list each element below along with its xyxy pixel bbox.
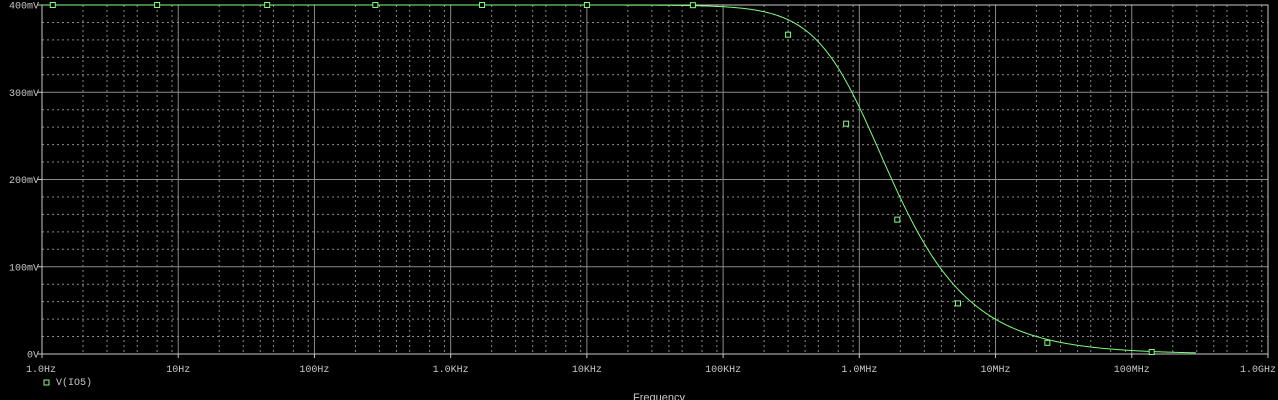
x-tick-label: 1.0GHz [1240,365,1276,376]
y-tick-label: 0V [27,351,39,362]
x-axis-title: Frequency [633,392,685,400]
data-point-marker [479,2,486,8]
data-point-marker [1148,348,1155,355]
y-tick-label: 300mV [9,89,39,100]
x-tick-label: 1.0Hz [26,365,56,376]
y-tick-label: 100mV [9,263,39,274]
data-point-marker [583,2,590,8]
x-tick-label: 100MHz [1114,365,1150,376]
data-point-marker [49,2,56,8]
data-point-marker [1044,339,1051,346]
x-tick-label: 100KHz [705,365,741,376]
data-point-marker [372,2,379,8]
x-tick-label: 1.0KHz [433,365,469,376]
data-point-marker [894,216,901,223]
legend: V(IO5) [43,377,92,389]
legend-marker [43,379,50,386]
data-point-marker [954,300,961,307]
data-point-marker [264,2,271,8]
y-tick-label: 400mV [9,2,39,13]
data-point-marker [154,2,161,8]
x-tick-label: 10Hz [166,365,190,376]
y-tick-label: 200mV [9,176,39,187]
grid-lines [42,5,1268,354]
legend-entry: V(IO5) [56,377,92,389]
x-tick-label: 10MHz [981,365,1011,376]
x-tick-label: 1.0MHz [841,365,877,376]
y-axis: 0V 100mV 200mV 300mV 400mV [9,2,42,362]
data-point-marker [785,31,792,38]
x-tick-label: 10KHz [572,365,602,376]
series-line-v-io5 [42,4,1196,354]
x-axis: 1.0Hz 10Hz 100Hz 1.0KHz 10KHz 100KHz 1.0MHz 10M… [26,354,1276,376]
series-markers [49,2,1155,355]
x-tick-label: 100Hz [299,365,329,376]
data-point-marker [689,2,696,9]
data-point-marker [843,120,850,127]
